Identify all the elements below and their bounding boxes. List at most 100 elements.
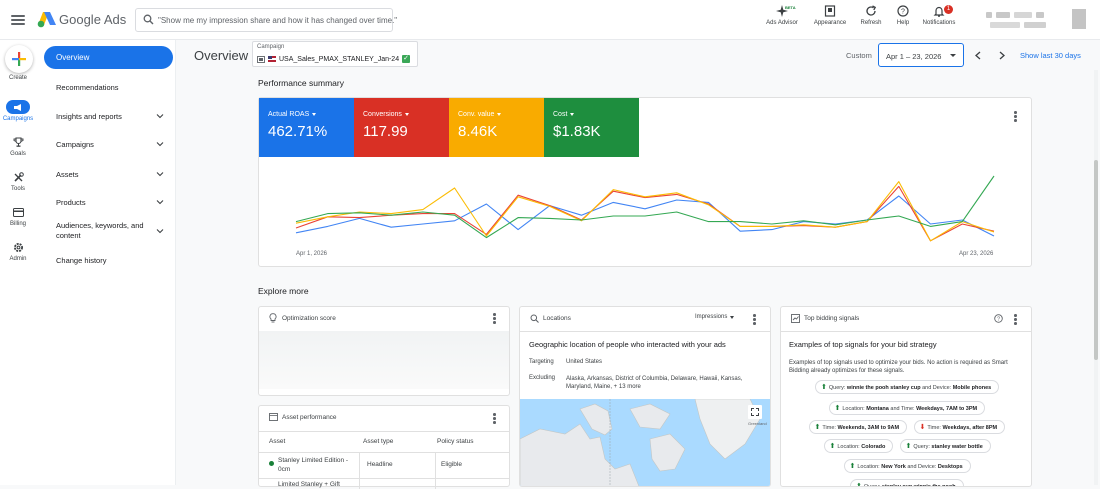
signal-chip[interactable]: ⬆ Query: stanley cup winnie the pooh — [850, 479, 964, 486]
scrollbar-thumb[interactable] — [1094, 160, 1098, 360]
tools-icon — [10, 170, 26, 184]
kpi-conv-value[interactable]: Conv. value 8.46K — [449, 98, 544, 157]
more-options-icon[interactable] — [1014, 111, 1017, 123]
kpi-cost[interactable]: Cost $1.83K — [544, 98, 639, 157]
rail-item-admin[interactable]: Admin — [0, 240, 36, 262]
table-row[interactable]: Stanley Limited Edition - 0cm Headline E… — [259, 452, 509, 478]
campaign-selector[interactable]: Campaign USA_Sales_PMAX_STANLEY_Jan-24 ✓ — [252, 41, 418, 67]
menu-icon[interactable] — [10, 13, 26, 27]
appearance-icon — [824, 5, 836, 17]
nav-item-products[interactable]: Products — [56, 198, 164, 207]
metric-dropdown-value: Impressions — [695, 314, 728, 320]
search-bar[interactable]: "Show me my impression share and how it … — [135, 8, 397, 32]
nav-item-recommendations[interactable]: Recommendations — [56, 83, 164, 92]
map-land-shapes — [520, 398, 761, 486]
signal-chip[interactable]: ⬆ Query: winnie the pooh stanley cup and … — [815, 380, 1000, 394]
kpi-value: 462.71% — [268, 123, 328, 140]
more-options-icon[interactable] — [753, 314, 756, 326]
arrow-up-icon: ⬆ — [849, 462, 856, 470]
page-scrollbar[interactable] — [1094, 70, 1098, 485]
signal-chip[interactable]: ⬆ Location: Colorado — [823, 439, 894, 453]
page-title: Overview — [194, 48, 249, 63]
nav-item-insights[interactable]: Insights and reports — [56, 112, 164, 121]
notification-count-badge: 1 — [944, 5, 953, 14]
rail-item-campaigns[interactable]: Campaigns — [0, 100, 36, 122]
more-options-icon[interactable] — [1014, 314, 1017, 326]
signal-chip-label: Location: Colorado — [837, 443, 886, 450]
nav-item-label: Audiences, keywords, and content — [56, 221, 144, 240]
help-button[interactable]: ? Help — [879, 5, 927, 26]
nav-item-change-history[interactable]: Change history — [56, 256, 164, 265]
more-options-icon[interactable] — [493, 313, 496, 325]
help-icon[interactable]: ? — [994, 314, 1003, 323]
dropdown-arrow-icon — [730, 315, 735, 319]
svg-text:?: ? — [901, 9, 905, 16]
nav-item-audiences[interactable]: Audiences, keywords, and content — [56, 221, 164, 241]
excluding-label: Excluding — [529, 375, 556, 381]
left-rail — [0, 40, 36, 485]
show-last-30-days-link[interactable]: Show last 30 days — [1020, 51, 1081, 60]
refresh-button[interactable]: Refresh — [847, 5, 895, 26]
card-title: Top bidding signals — [804, 315, 860, 322]
kpi-label: Cost — [553, 111, 639, 118]
campaign-type-icon — [257, 55, 265, 63]
rail-item-goals[interactable]: Goals — [0, 135, 36, 157]
metric-dropdown[interactable]: Impressions — [695, 314, 735, 320]
bidding-description: Examples of top signals used to optimize… — [789, 360, 1008, 374]
search-placeholder: "Show me my impression share and how it … — [158, 16, 398, 25]
notifications-button[interactable]: 1 Notifications — [915, 5, 963, 26]
signal-chip-label: Location: Montana and Time: Weekdays, 7A… — [842, 405, 978, 412]
credit-card-icon — [10, 205, 26, 219]
kpi-value: $1.83K — [553, 123, 601, 140]
svg-text:?: ? — [997, 317, 1000, 323]
nav-item-label: Assets — [56, 170, 79, 179]
signal-chip[interactable]: ⬆ Time: Weekends, 3AM to 9AM — [808, 420, 908, 434]
nav-item-campaigns[interactable]: Campaigns — [56, 140, 164, 149]
us-flag-icon — [268, 56, 276, 62]
more-options-icon[interactable] — [493, 413, 496, 425]
asset-icon — [269, 413, 278, 421]
chevron-down-icon — [156, 229, 164, 234]
bell-icon — [933, 6, 945, 17]
appearance-button[interactable]: Appearance — [806, 5, 854, 26]
signal-chip[interactable]: ⬇ Time: Weekdays, after 8PM — [913, 420, 1006, 434]
create-button[interactable] — [5, 45, 33, 73]
ads-advisor-button[interactable]: BETA Ads Advisor — [758, 5, 806, 26]
rail-item-label: Billing — [9, 221, 26, 227]
nav-item-overview[interactable]: Overview — [44, 46, 173, 69]
signal-chip[interactable]: ⬆ Query: stanley water bottle — [899, 439, 991, 453]
optimization-score-card[interactable]: Optimization score — [258, 306, 510, 396]
avatar[interactable] — [1072, 9, 1086, 29]
kpi-conversions[interactable]: Conversions 117.99 — [354, 98, 449, 157]
column-header-asset[interactable]: Asset — [269, 438, 286, 445]
column-header-asset-type[interactable]: Asset type — [363, 438, 394, 445]
arrow-up-icon: ⬆ — [814, 423, 821, 431]
location-search-icon — [530, 314, 539, 323]
column-header-policy-status[interactable]: Policy status — [437, 438, 474, 445]
chevron-down-icon — [156, 172, 164, 177]
performance-line-chart — [295, 175, 995, 242]
kpi-actual-roas[interactable]: Actual ROAS 462.71% — [259, 98, 354, 157]
nav-item-assets[interactable]: Assets — [56, 170, 164, 179]
arrow-down-icon: ⬇ — [919, 423, 926, 431]
explore-more-title: Explore more — [258, 286, 309, 296]
rail-item-billing[interactable]: Billing — [0, 205, 36, 227]
rail-item-tools[interactable]: Tools — [0, 170, 36, 192]
location-map[interactable]: Greenland — [520, 398, 770, 486]
account-info-redacted[interactable] — [986, 10, 1066, 32]
signal-chip[interactable]: ⬆ Location: Montana and Time: Weekdays, 7… — [828, 401, 986, 415]
table-row[interactable]: Limited Stanley + Gift — [259, 479, 509, 489]
performance-summary-title: Performance summary — [258, 78, 344, 88]
fullscreen-button[interactable] — [748, 405, 762, 419]
plus-icon — [12, 52, 26, 66]
next-period-icon[interactable] — [998, 51, 1006, 60]
prev-period-icon[interactable] — [974, 51, 982, 60]
signal-chip[interactable]: ⬆ Location: New York and Device: Desktops — [843, 459, 971, 473]
kpi-value: 8.46K — [458, 123, 498, 140]
signal-chip-label: Query: stanley water bottle — [913, 443, 983, 450]
nav-item-label: Campaigns — [56, 140, 94, 149]
campaign-selector-label: Campaign — [257, 44, 285, 50]
card-title: Asset performance — [282, 414, 337, 421]
asset-cell: Stanley Limited Edition - 0cm — [278, 457, 349, 473]
date-range-selector[interactable]: Apr 1 – 23, 2026 — [878, 43, 964, 67]
